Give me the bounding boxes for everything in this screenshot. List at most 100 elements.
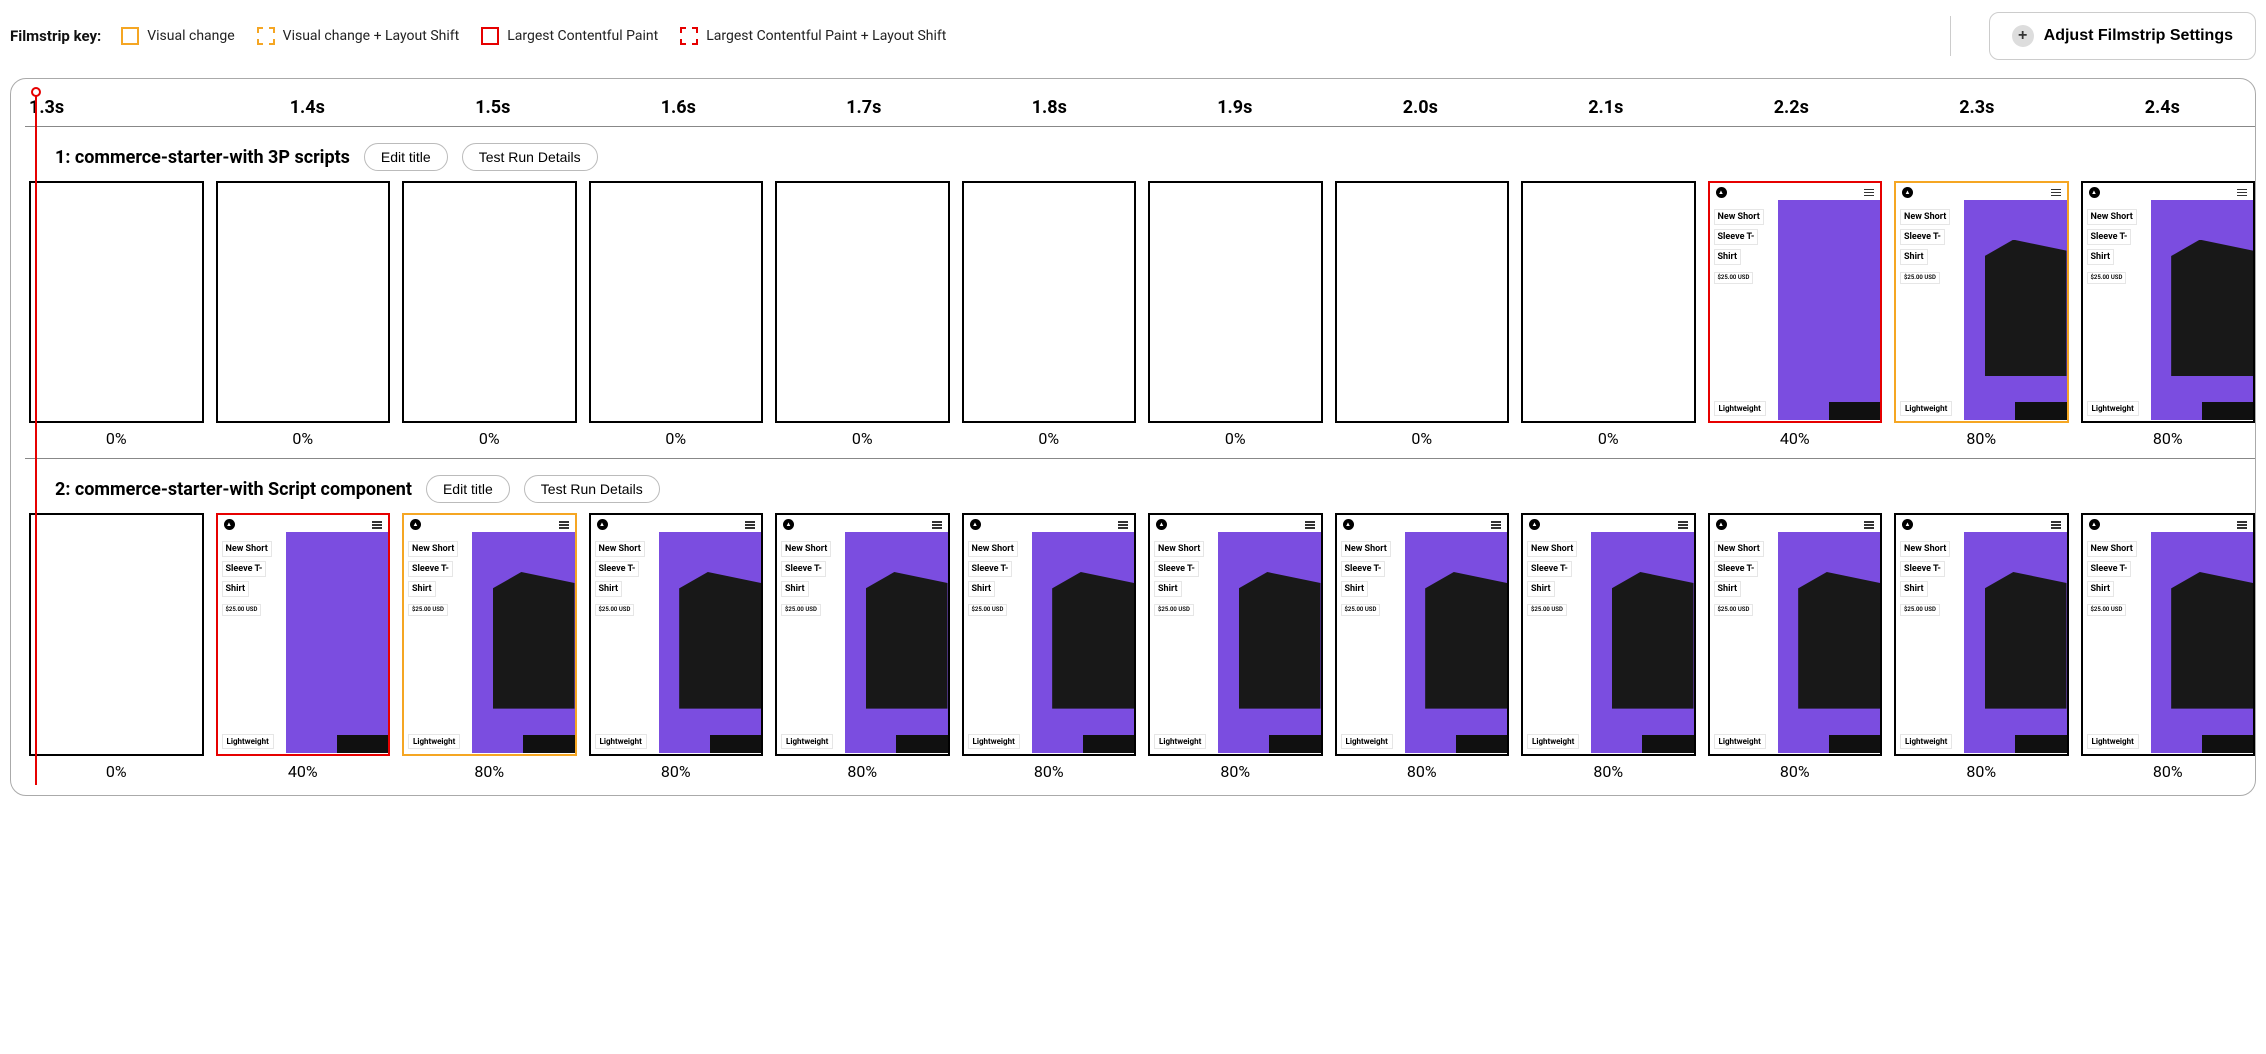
filmstrip-frame[interactable] [775,181,950,423]
product-title: New Short Sleeve T- Shirt $25.00 USD [781,536,839,616]
legend-text: Visual change [147,28,234,44]
legend-item: Largest Contentful Paint + Layout Shift [680,27,946,45]
filmstrip-frame[interactable]: New Short Sleeve T- Shirt $25.00 USD Lig… [1894,513,2069,755]
legend-item: Largest Contentful Paint [481,27,658,45]
visual-completeness-pct: 0% [1225,429,1246,448]
product-price: $25.00 USD [595,604,635,616]
filmstrip-frame[interactable] [1521,181,1696,423]
filmstrip-frame[interactable]: New Short Sleeve T- Shirt $25.00 USD Lig… [1148,513,1323,755]
visual-completeness-pct: 80% [1407,762,1437,781]
visual-completeness-pct: 0% [106,762,127,781]
filmstrip-frame[interactable]: New Short Sleeve T- Shirt $25.00 USD Lig… [1894,181,2069,423]
time-label: 2.4s [2070,93,2256,122]
filmstrip-frame[interactable] [1148,181,1323,423]
adjust-filmstrip-button[interactable]: + Adjust Filmstrip Settings [1989,12,2256,60]
frame-column: New Short Sleeve T- Shirt $25.00 USD Lig… [216,513,391,780]
filmstrip-frame[interactable]: New Short Sleeve T- Shirt $25.00 USD Lig… [962,513,1137,755]
product-badge: Lightweight [222,734,274,749]
filmstrip-frame[interactable]: New Short Sleeve T- Shirt $25.00 USD Lig… [216,513,391,755]
filmstrip-frame[interactable]: New Short Sleeve T- Shirt $25.00 USD Lig… [2081,181,2256,423]
product-title: New Short Sleeve T- Shirt $25.00 USD [1341,536,1399,616]
product-badge: Lightweight [1714,401,1766,416]
hamburger-icon [372,521,382,529]
product-price: $25.00 USD [408,604,448,616]
frame-column: New Short Sleeve T- Shirt $25.00 USD Lig… [1148,513,1323,780]
visual-completeness-pct: 80% [474,762,504,781]
frame-column: 0% [962,181,1137,448]
frame-column: 0% [402,181,577,448]
frame-column: New Short Sleeve T- Shirt $25.00 USD Lig… [1335,513,1510,780]
plus-icon: + [2012,25,2034,47]
product-badge: Lightweight [1527,734,1579,749]
visual-completeness-pct: 0% [665,429,686,448]
product-price: $25.00 USD [2087,272,2127,284]
product-title: New Short Sleeve T- Shirt $25.00 USD [222,536,280,616]
filmstrip-frame[interactable] [402,181,577,423]
legend-text: Largest Contentful Paint [507,28,658,44]
visual-completeness-pct: 0% [1411,429,1432,448]
hamburger-icon [932,521,942,529]
adjust-filmstrip-label: Adjust Filmstrip Settings [2044,27,2233,45]
frame-column: 0% [1148,181,1323,448]
hamburger-icon [1491,521,1501,529]
playhead-marker[interactable] [31,87,41,97]
product-badge: Lightweight [1900,401,1952,416]
row-header: 1: commerce-starter-with 3P scripts Edit… [25,139,2255,181]
filmstrip-frame[interactable]: New Short Sleeve T- Shirt $25.00 USD Lig… [589,513,764,755]
filmstrip-frame[interactable]: New Short Sleeve T- Shirt $25.00 USD Lig… [2081,513,2256,755]
edit-title-button[interactable]: Edit title [364,143,448,171]
edit-title-button[interactable]: Edit title [426,475,510,503]
row-title: 2: commerce-starter-with Script componen… [55,479,412,500]
frame-column: New Short Sleeve T- Shirt $25.00 USD Lig… [1894,513,2069,780]
filmstrip-frame[interactable] [216,181,391,423]
filmstrip-frame[interactable]: New Short Sleeve T- Shirt $25.00 USD Lig… [775,513,950,755]
filmstrip-frame[interactable] [29,181,204,423]
product-price: $25.00 USD [222,604,262,616]
visual-completeness-pct: 80% [661,762,691,781]
frames-row: 0%0%0%0%0%0%0%0%0% New Short Sleeve T- S… [25,181,2255,448]
filmstrip-frame[interactable] [1335,181,1510,423]
legend-text: Visual change + Layout Shift [283,28,460,44]
product-title: New Short Sleeve T- Shirt $25.00 USD [595,536,653,616]
frame-column: 0% [1521,181,1696,448]
product-badge: Lightweight [1154,734,1206,749]
product-title: New Short Sleeve T- Shirt $25.00 USD [408,536,466,616]
test-run-details-button[interactable]: Test Run Details [462,143,598,171]
time-label: 2.2s [1699,93,1885,122]
filmstrip-frame[interactable] [962,181,1137,423]
product-price: $25.00 USD [2087,604,2127,616]
visual-completeness-pct: 80% [1966,762,1996,781]
hamburger-icon [745,521,755,529]
legend-item: Visual change + Layout Shift [257,27,460,45]
product-preview: New Short Sleeve T- Shirt $25.00 USD Lig… [404,515,575,753]
brand-logo-icon [783,519,794,530]
filmstrip-frame[interactable]: New Short Sleeve T- Shirt $25.00 USD Lig… [402,513,577,755]
brand-logo-icon [410,519,421,530]
filmstrip-frame[interactable] [589,181,764,423]
brand-logo-icon [224,519,235,530]
time-label: 1.3s [25,93,215,122]
filmstrip-frame[interactable]: New Short Sleeve T- Shirt $25.00 USD Lig… [1708,181,1883,423]
product-badge: Lightweight [1714,734,1766,749]
product-preview: New Short Sleeve T- Shirt $25.00 USD Lig… [2083,183,2254,421]
time-label: 2.0s [1328,93,1514,122]
filmstrip-frame[interactable]: New Short Sleeve T- Shirt $25.00 USD Lig… [1335,513,1510,755]
product-price: $25.00 USD [1714,604,1754,616]
frame-column: New Short Sleeve T- Shirt $25.00 USD Lig… [1521,513,1696,780]
filmstrip-frame[interactable]: New Short Sleeve T- Shirt $25.00 USD Lig… [1521,513,1696,755]
filmstrip-frame[interactable]: New Short Sleeve T- Shirt $25.00 USD Lig… [1708,513,1883,755]
time-label: 2.3s [1884,93,2070,122]
hamburger-icon [2051,189,2061,197]
product-title: New Short Sleeve T- Shirt $25.00 USD [1527,536,1585,616]
product-price: $25.00 USD [1341,604,1381,616]
time-label: 1.6s [586,93,772,122]
brand-logo-icon [1902,519,1913,530]
filmstrip-frame[interactable] [29,513,204,755]
product-badge: Lightweight [2087,734,2139,749]
test-run-details-button[interactable]: Test Run Details [524,475,660,503]
frame-column: New Short Sleeve T- Shirt $25.00 USD Lig… [962,513,1137,780]
hamburger-icon [2237,189,2247,197]
product-price: $25.00 USD [968,604,1008,616]
product-preview: New Short Sleeve T- Shirt $25.00 USD Lig… [1896,515,2067,753]
product-price: $25.00 USD [781,604,821,616]
